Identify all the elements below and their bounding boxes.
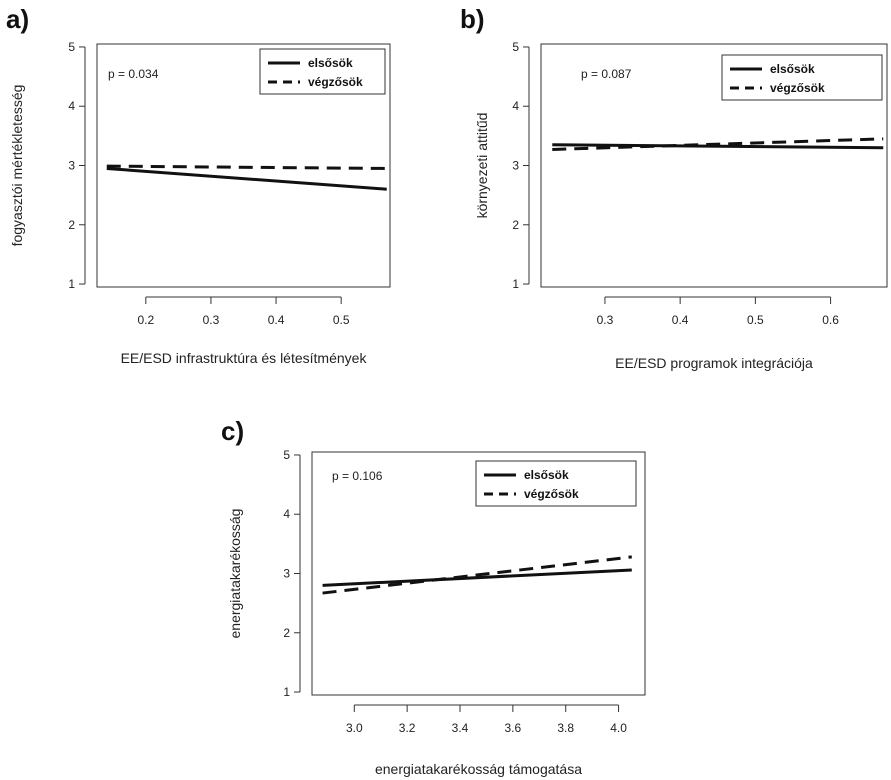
y-axis-label: energiatakarékosság xyxy=(227,509,243,639)
y-axis-label: környezeti attitűd xyxy=(474,113,490,219)
y-tick-label: 3 xyxy=(68,159,75,173)
x-tick-label: 0.4 xyxy=(672,313,689,327)
legend-entry: végzősök xyxy=(524,487,579,501)
series-line-vegzosok xyxy=(322,555,632,595)
x-tick-label: 3.4 xyxy=(452,721,469,735)
legend-entry: végzősök xyxy=(770,81,825,95)
legend-entry: végzősök xyxy=(308,75,363,89)
y-tick-label: 1 xyxy=(68,277,75,291)
x-tick-label: 0.3 xyxy=(203,313,220,327)
series-line-vegzosok xyxy=(106,164,387,170)
plot-frame xyxy=(311,451,646,696)
p-value-annotation: p = 0.106 xyxy=(332,469,383,483)
x-tick-label: 0.2 xyxy=(137,313,154,327)
legend: elsősök végzősök xyxy=(721,54,883,101)
x-tick-label: 4.0 xyxy=(610,721,627,735)
x-tick-label: 3.0 xyxy=(346,721,363,735)
y-tick-label: 4 xyxy=(283,507,290,521)
y-tick-label: 3 xyxy=(283,567,290,581)
x-tick-label: 3.8 xyxy=(557,721,574,735)
legend: elsősök végzősök xyxy=(475,460,637,507)
chart-panel-2: b) 1 2 3 4 5 0.3 0.4 0.5 0.6 EE/ESD programok inte… xyxy=(460,4,888,371)
y-tick-label: 1 xyxy=(512,277,519,291)
y-tick-label: 2 xyxy=(283,626,290,640)
x-tick-label: 0.6 xyxy=(822,313,839,327)
p-value-annotation: p = 0.034 xyxy=(108,67,159,81)
x-tick-label: 0.3 xyxy=(597,313,614,327)
y-tick-label: 1 xyxy=(283,685,290,699)
plot-frame xyxy=(96,43,391,288)
p-value-annotation: p = 0.087 xyxy=(581,67,632,81)
legend-box xyxy=(721,54,883,101)
y-tick-label: 3 xyxy=(512,159,519,173)
y-tick-label: 4 xyxy=(68,99,75,113)
legend: elsősök végzősök xyxy=(259,48,386,95)
panel-label: a) xyxy=(6,4,29,34)
y-tick-label: 4 xyxy=(512,99,519,113)
x-axis-label: EE/ESD programok integrációja xyxy=(615,355,813,371)
series-line-elsosok xyxy=(106,166,387,191)
y-tick-label: 2 xyxy=(68,218,75,232)
panel-label: c) xyxy=(221,416,244,446)
chart-panel-3: c) 1 2 3 4 5 3.0 3.2 3.4 3.6 3.8 4.0 energiatakaréko… xyxy=(221,416,646,777)
x-tick-label: 0.5 xyxy=(333,313,350,327)
x-tick-label: 0.5 xyxy=(747,313,764,327)
x-tick-label: 3.6 xyxy=(505,721,522,735)
x-axis-label: EE/ESD infrastruktúra és létesítmények xyxy=(121,350,368,366)
series-line-vegzosok xyxy=(552,137,884,151)
y-tick-label: 5 xyxy=(283,448,290,462)
legend-entry: elsősök xyxy=(524,468,569,482)
panel-label: b) xyxy=(460,4,485,34)
legend-box xyxy=(259,48,386,95)
legend-entry: elsősök xyxy=(770,62,815,76)
legend-box xyxy=(475,460,637,507)
x-tick-label: 0.4 xyxy=(268,313,285,327)
plot-frame xyxy=(540,43,888,288)
series-line-elsosok xyxy=(322,568,632,587)
x-tick-label: 3.2 xyxy=(399,721,416,735)
x-axis-label: energiatakarékosság támogatása xyxy=(375,761,582,777)
y-axis-label: fogyasztói mértékletesség xyxy=(9,85,25,247)
y-tick-label: 2 xyxy=(512,218,519,232)
y-tick-label: 5 xyxy=(68,40,75,54)
series-line-elsosok xyxy=(552,143,884,150)
legend-entry: elsősök xyxy=(308,56,353,70)
chart-panel-1: a) 1 2 3 4 5 0.2 0.3 0.4 0.5 EE/ESD infrastruktúra… xyxy=(6,4,391,366)
y-tick-label: 5 xyxy=(512,40,519,54)
